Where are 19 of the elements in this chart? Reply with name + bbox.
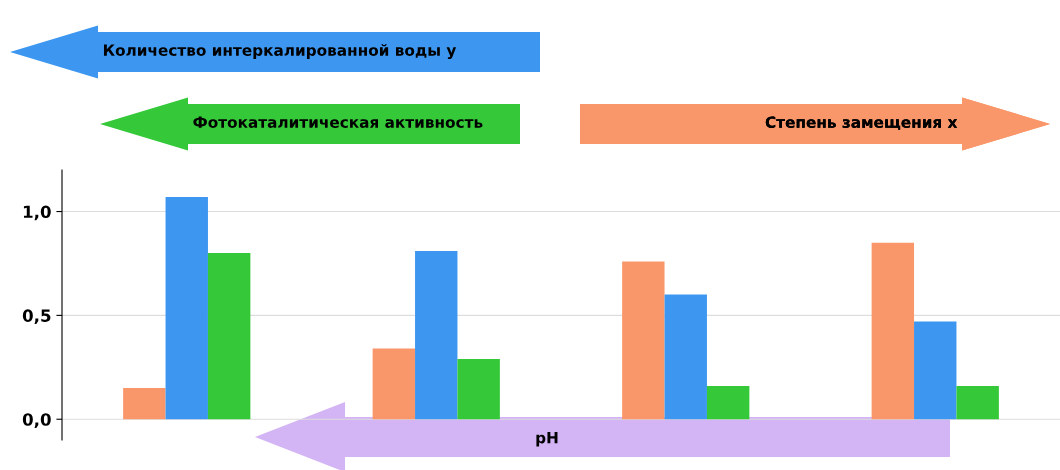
y-tick-label: 0,0 — [22, 413, 51, 428]
bar — [372, 348, 416, 420]
bar — [956, 386, 999, 420]
bar — [123, 388, 166, 420]
bar — [457, 359, 500, 420]
y-tick-label: 0,5 — [22, 309, 51, 325]
text: Степень замещения x — [765, 116, 958, 130]
bar — [706, 386, 750, 420]
bar — [165, 197, 208, 420]
bar — [664, 294, 707, 420]
bar — [622, 261, 665, 420]
text: Фотокаталитическая активность — [193, 116, 483, 128]
x-axis-title: pH — [536, 432, 558, 447]
y-tick-label: 1,0 — [23, 205, 51, 221]
bar — [415, 251, 458, 420]
text: Количество интеркалированной воды y — [103, 44, 457, 60]
bar — [914, 321, 957, 420]
bar — [207, 253, 251, 420]
bar — [871, 242, 915, 420]
